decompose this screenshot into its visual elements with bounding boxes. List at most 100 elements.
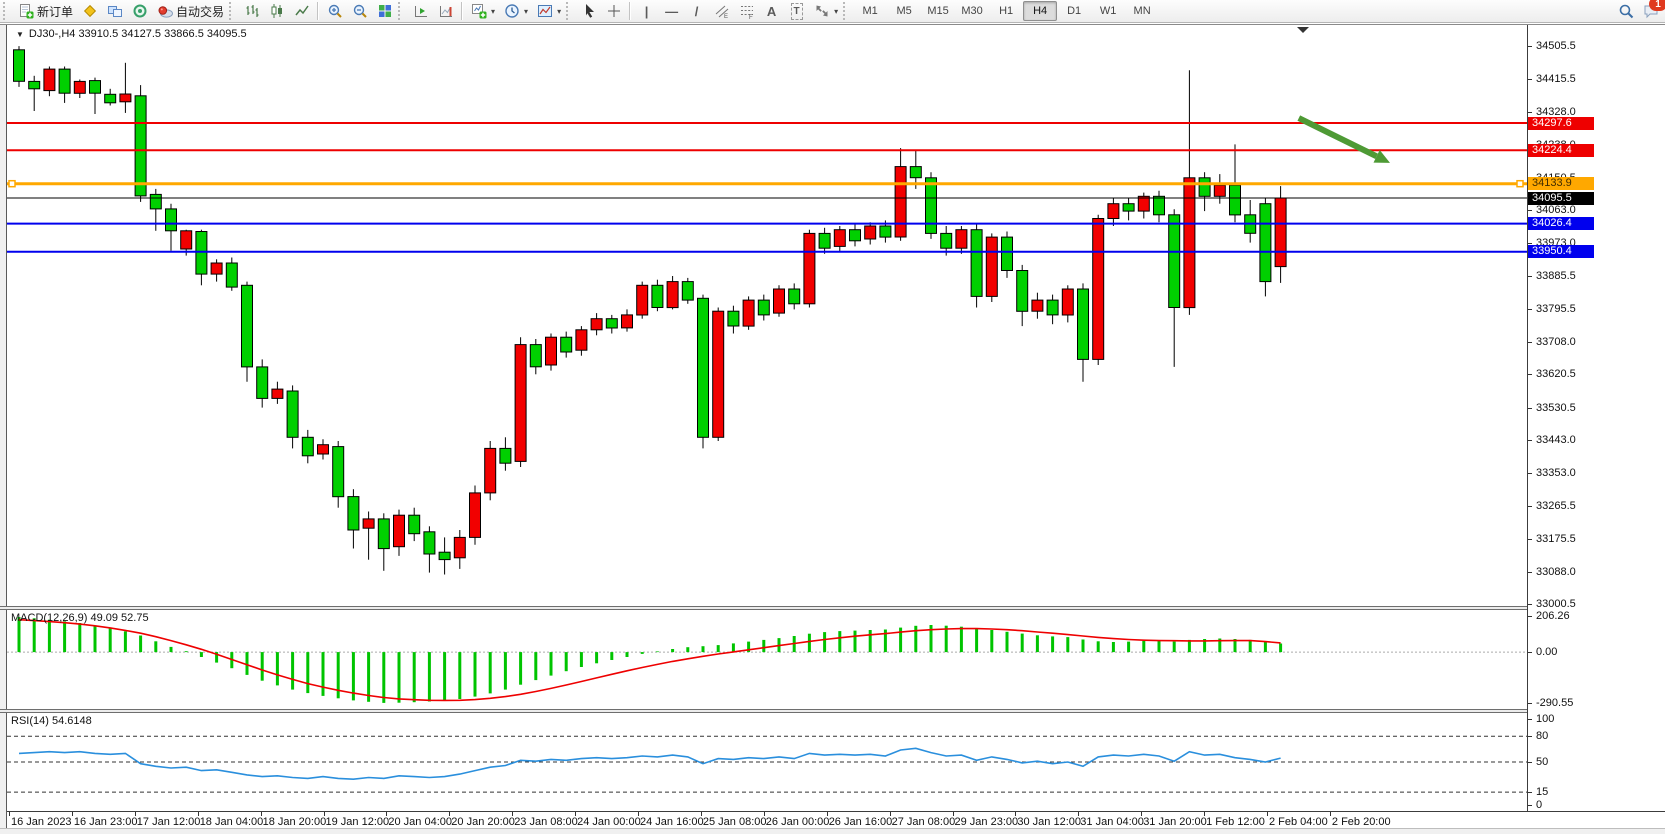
zoom-in-button[interactable] (322, 0, 347, 22)
tester-icon (131, 3, 148, 20)
timeframe-h4-button[interactable]: H4 (1023, 1, 1058, 21)
candlestick-chart-button[interactable] (264, 0, 289, 22)
dropdown-caret-icon: ▾ (491, 6, 496, 16)
pane-splitter[interactable] (0, 606, 1665, 610)
chart-shift-button[interactable] (433, 0, 458, 22)
axis-tick-mark (1528, 210, 1532, 211)
toolbar-grip (3, 2, 10, 20)
crosshair-icon (605, 3, 622, 20)
templates-button[interactable]: ▾ (532, 0, 565, 22)
line-chart-button[interactable] (289, 0, 314, 22)
auto-scroll-button[interactable] (408, 0, 433, 22)
time-tick-mark (1015, 812, 1017, 816)
axis-tick-mark (1528, 604, 1532, 605)
time-axis-label: 29 Jan 23:00 (954, 816, 1019, 828)
timeframe-m1-button[interactable]: M1 (862, 5, 878, 17)
time-tick-mark (700, 812, 702, 816)
arrows-button[interactable]: ▾ (809, 0, 842, 22)
time-tick-mark (260, 812, 262, 816)
price-chart-pane[interactable]: ▼ DJ30-,H4 33910.5 34127.5 33866.5 34095… (7, 25, 1527, 606)
horizontal-lines-layer[interactable] (7, 122, 1527, 253)
timeframe-mn-button[interactable]: MN (1133, 5, 1151, 17)
axis-tick-mark (1528, 616, 1532, 617)
price-line-tag: 34224.4 (1528, 143, 1594, 157)
macd-indicator-pane[interactable]: MACD(12,26,9) 49.09 52.75 (7, 610, 1527, 709)
search-button[interactable] (1613, 0, 1638, 22)
time-axis-label: 16 Jan 23:00 (73, 816, 138, 828)
timeframe-m15-button[interactable]: M15 (927, 5, 949, 17)
vertical-line-button[interactable]: | (634, 0, 659, 22)
time-axis-label: 18 Jan 04:00 (199, 816, 264, 828)
auto-trading-button[interactable]: 自动交易 (152, 0, 228, 22)
market-watch-button[interactable] (77, 0, 102, 22)
chart-shift-marker[interactable] (1297, 27, 1309, 33)
rsi-indicator-pane[interactable]: RSI(14) 54.6148 (7, 713, 1527, 811)
periods-button[interactable]: ▾ (499, 0, 532, 22)
macd-canvas[interactable] (7, 610, 1527, 709)
arrows-icon (813, 3, 830, 20)
horizontal-line-button[interactable]: — (659, 0, 684, 22)
rsi-canvas[interactable] (7, 713, 1527, 811)
candles-icon (268, 3, 285, 20)
equidistant-channel-button[interactable]: E (709, 0, 734, 22)
tile-icon (376, 3, 393, 20)
price-chart-canvas[interactable] (7, 25, 1527, 606)
text-button[interactable]: A (759, 0, 784, 22)
label-icon: T (788, 2, 805, 20)
axis-tick-mark (1528, 341, 1532, 343)
macd-signal-line (18, 618, 1281, 702)
svg-text:E: E (724, 14, 728, 19)
candles-layer (13, 46, 1287, 575)
time-tick-mark (197, 812, 199, 816)
autoscroll-icon (412, 3, 429, 20)
time-axis[interactable]: 16 Jan 2023 16 Jan 23:00 17 Jan 12:00 18 Ja… (7, 811, 1665, 828)
price-axis[interactable]: 34505.534415.534328.034238.034150.534063… (1527, 25, 1665, 811)
toolbar-separator (629, 2, 632, 20)
axis-tick-mark (1528, 407, 1532, 409)
symbol-dropdown-icon[interactable]: ▼ (16, 29, 24, 39)
search-icon (1617, 3, 1634, 20)
macd-histogram (17, 617, 1283, 703)
strategy-tester-button[interactable] (127, 0, 152, 22)
time-tick-mark (323, 812, 325, 816)
navigator-button[interactable] (102, 0, 127, 22)
axis-tick-mark (1528, 275, 1532, 277)
tile-windows-button[interactable] (372, 0, 397, 22)
macd-label: MACD(12,26,9) 49.09 52.75 (11, 612, 149, 624)
notification-badge: 1 (1649, 0, 1665, 11)
price-tick-label: 33443.0 (1536, 433, 1576, 446)
timeframe-m5-button[interactable]: M5 (896, 5, 912, 17)
crosshair-button[interactable] (601, 0, 626, 22)
bar-chart-button[interactable] (239, 0, 264, 22)
price-tick-label: -290.55 (1536, 697, 1574, 709)
trend-arrow[interactable] (1297, 115, 1390, 163)
price-tick-label: 0.00 (1536, 646, 1558, 659)
timeframe-w1-button[interactable]: W1 (1099, 5, 1117, 17)
window-left-frame (0, 25, 7, 834)
zoom-in-icon (326, 3, 343, 20)
time-axis-label: 25 Jan 08:00 (702, 816, 767, 828)
timeframe-h1-button[interactable]: H1 (999, 5, 1014, 17)
time-tick-mark (512, 812, 514, 816)
price-tick-label: 33885.5 (1536, 269, 1576, 282)
toolbar-separator (461, 2, 464, 20)
pane-splitter[interactable] (0, 709, 1665, 713)
price-tick-label: 34328.0 (1536, 105, 1576, 118)
trendline-button[interactable]: / (684, 0, 709, 22)
price-tick-label: 33708.0 (1536, 335, 1576, 348)
chat-button[interactable]: 1 (1638, 0, 1665, 22)
price-tick-label: 33088.0 (1536, 565, 1576, 578)
axis-tick-mark (1528, 439, 1532, 441)
time-tick-mark (575, 812, 577, 816)
time-axis-label: 31 Jan 04:00 (1080, 816, 1144, 828)
axis-tick-mark (1528, 45, 1532, 47)
zoom-out-button[interactable] (347, 0, 372, 22)
new-chart-button[interactable]: ▾ (466, 0, 499, 22)
timeframe-m30-button[interactable]: M30 (961, 5, 983, 17)
fibonacci-button[interactable]: F (734, 0, 759, 22)
text-label-button[interactable]: T (784, 0, 809, 22)
cursor-button[interactable] (576, 0, 601, 22)
new-order-button[interactable]: 新订单 (13, 0, 77, 22)
timeframe-d1-button[interactable]: D1 (1067, 5, 1082, 17)
